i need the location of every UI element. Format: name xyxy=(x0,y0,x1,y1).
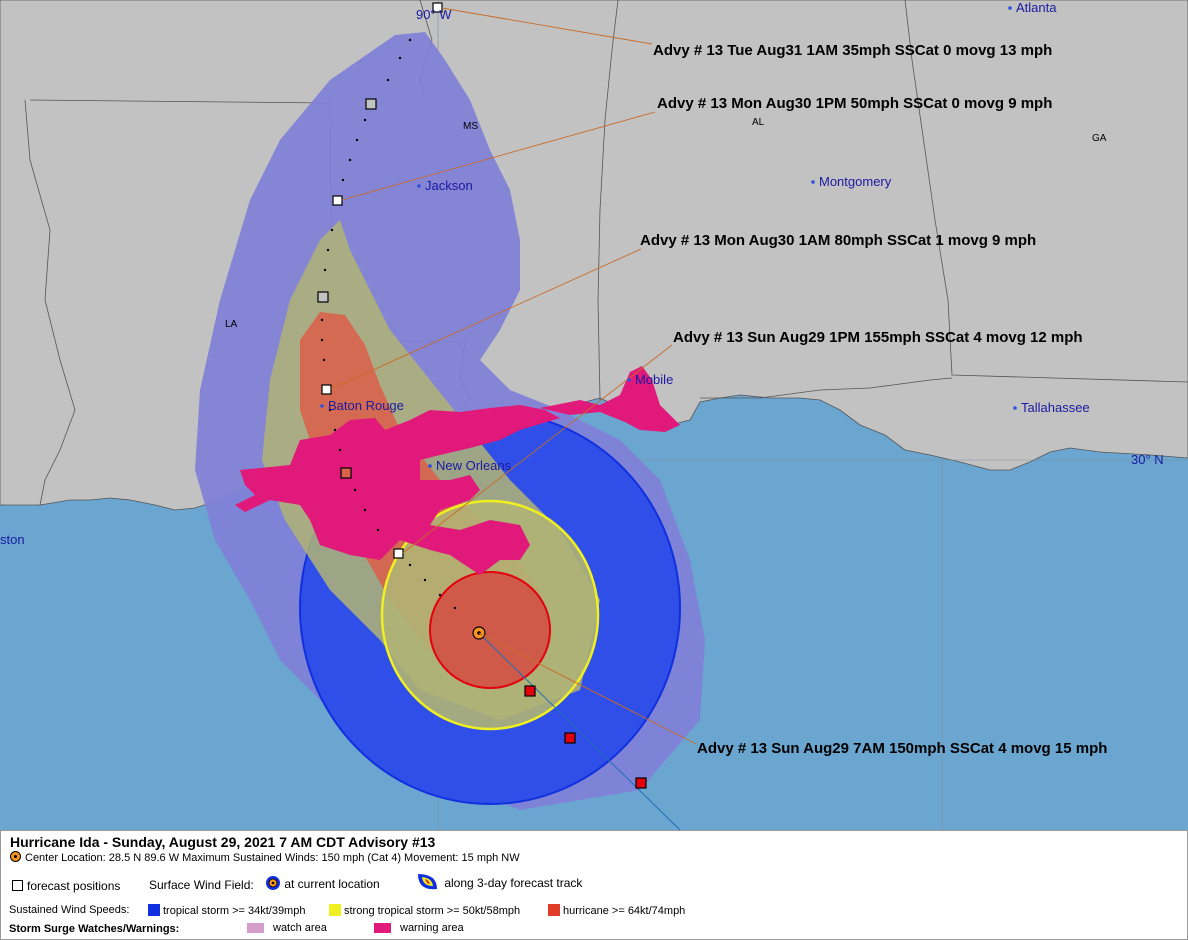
center-location-line: Center Location: 28.5 N 89.6 W Maximum S… xyxy=(10,851,520,864)
legend-forecast-positions: forecast positions xyxy=(12,879,120,893)
parallel-label: 30° N xyxy=(1131,452,1164,467)
state-label-ms: MS xyxy=(463,121,478,132)
current-location-wind-icon xyxy=(266,876,280,890)
city-tallahassee: Tallahassee xyxy=(1021,400,1090,415)
tropical-storm-swatch xyxy=(148,904,160,916)
legend-warning-area: warning area xyxy=(374,922,464,934)
advisory-leader-lines xyxy=(330,7,697,745)
forecast-position-mon-1am xyxy=(321,384,332,395)
legend-watch-area: watch area xyxy=(247,922,327,934)
city-baton-rouge: Baton Rouge xyxy=(328,398,404,413)
state-label-al: AL xyxy=(752,117,765,128)
storm-surge-warning-area xyxy=(235,405,560,575)
state-label-ga: GA xyxy=(1092,133,1107,144)
forecast-position-icon xyxy=(12,880,23,891)
hurricane-track-map: 90° W 30° N MS AL GA LA Atlanta Jackson … xyxy=(0,0,1188,830)
legend-strong-tropical-storm: strong tropical storm >= 50kt/58mph xyxy=(329,904,520,917)
strong-tropical-storm-swatch xyxy=(329,904,341,916)
map-legend: Hurricane Ida - Sunday, August 29, 2021 … xyxy=(0,830,1188,940)
hurricane-ring xyxy=(429,571,551,689)
past-track-line xyxy=(478,632,681,830)
forecast-track-wind-icon xyxy=(418,874,437,890)
forecast-track-dots xyxy=(320,38,457,610)
city-houston-partial: ston xyxy=(0,532,25,547)
city-atlanta: Atlanta xyxy=(1016,0,1057,15)
center-location-icon xyxy=(10,851,21,862)
state-label-la: LA xyxy=(225,319,238,330)
city-new-orleans: New Orleans xyxy=(436,458,512,473)
advisory-label-tue-1am: Advy # 13 Tue Aug31 1AM 35mph SSCat 0 mo… xyxy=(653,42,1052,59)
forecast-position-sun-1pm xyxy=(393,548,404,559)
hurricane-swatch xyxy=(548,904,560,916)
legend-at-current-location: at current location xyxy=(265,875,380,891)
legend-wind-speeds: Sustained Wind Speeds: xyxy=(9,904,130,916)
advisory-label-sun-1pm: Advy # 13 Sun Aug29 1PM 155mph SSCat 4 m… xyxy=(673,329,1083,346)
watch-area-swatch xyxy=(247,923,264,933)
city-montgomery: Montgomery xyxy=(819,174,892,189)
meridian-label: 90° W xyxy=(416,7,452,22)
forecast-position-mon-1pm xyxy=(332,195,343,206)
advisory-label-mon-1am: Advy # 13 Mon Aug30 1AM 80mph SSCat 1 mo… xyxy=(640,232,1036,249)
warning-area-swatch xyxy=(374,923,391,933)
legend-surface-wind-field: Surface Wind Field: xyxy=(149,878,254,892)
forecast-position-tue-1am xyxy=(432,2,443,13)
center-location-text: Center Location: 28.5 N 89.6 W Maximum S… xyxy=(25,852,520,864)
legend-tropical-storm: tropical storm >= 34kt/39mph xyxy=(148,904,305,917)
legend-hurricane: hurricane >= 64kt/74mph xyxy=(548,904,685,917)
city-mobile: Mobile xyxy=(635,372,673,387)
legend-storm-surge: Storm Surge Watches/Warnings: xyxy=(9,923,180,935)
legend-title: Hurricane Ida - Sunday, August 29, 2021 … xyxy=(10,834,436,850)
legend-along-track: along 3-day forecast track xyxy=(415,871,582,893)
forecast-position-markers xyxy=(317,2,647,789)
advisory-label-sun-7am: Advy # 13 Sun Aug29 7AM 150mph SSCat 4 m… xyxy=(697,740,1107,757)
city-jackson: Jackson xyxy=(425,178,473,193)
storm-surge-warning-mobile xyxy=(540,366,680,432)
advisory-label-mon-1pm: Advy # 13 Mon Aug30 1PM 50mph SSCat 0 mo… xyxy=(657,95,1052,112)
